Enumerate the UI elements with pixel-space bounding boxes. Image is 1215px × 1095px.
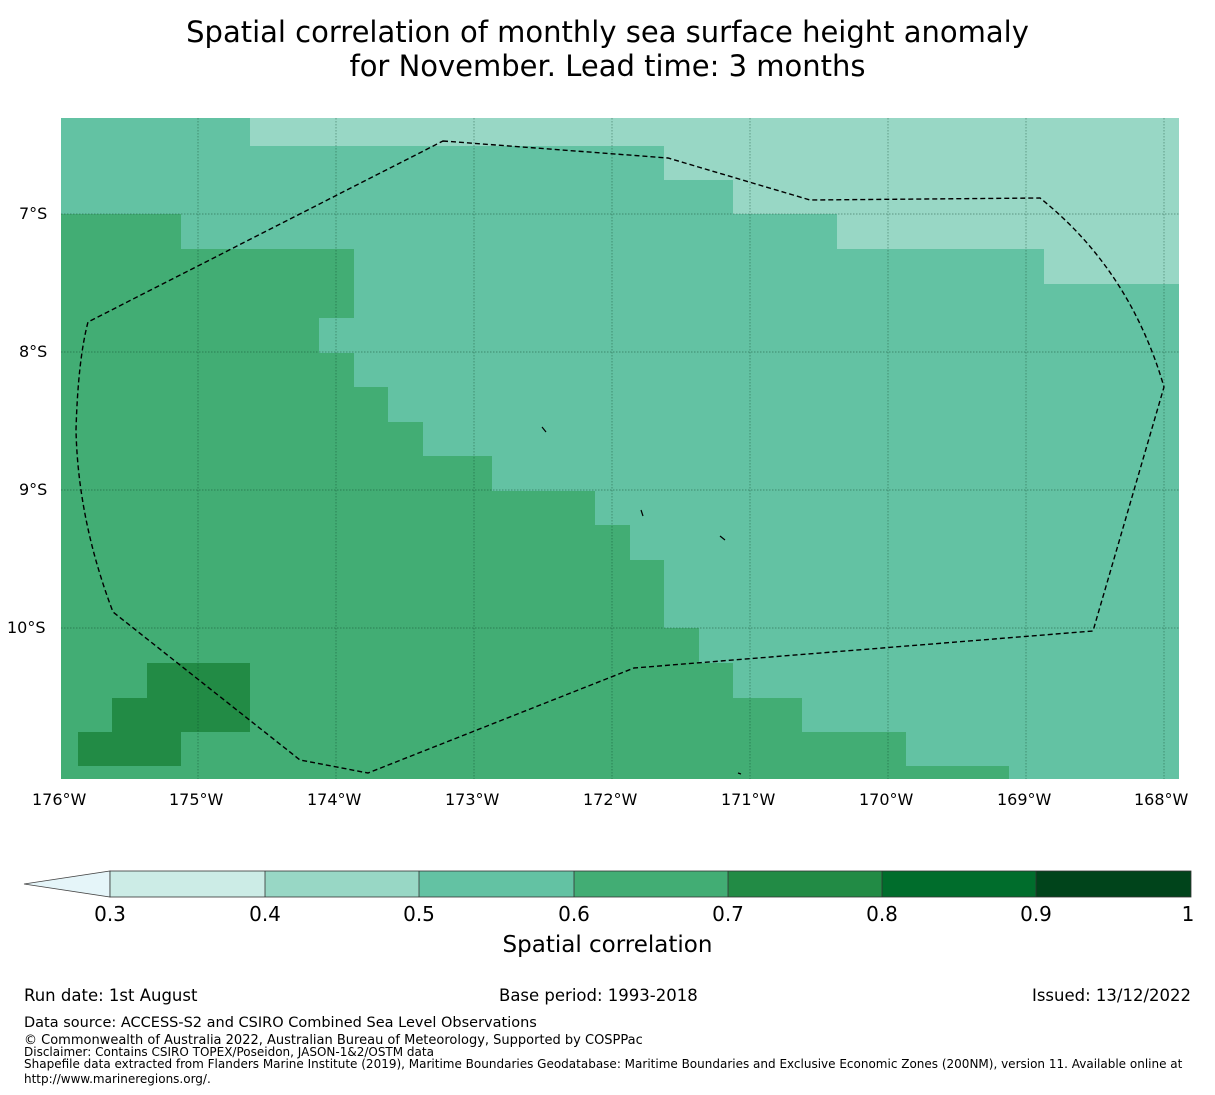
disclaimer: Disclaimer: Contains CSIRO TOPEX/Poseido… [24, 1045, 434, 1059]
lon-label-174w: 174°W [307, 790, 362, 809]
map-gridlines [61, 118, 1179, 779]
colorbar-tick: 1 [1181, 902, 1195, 926]
data-source: Data source: ACCESS-S2 and CSIRO Combine… [24, 1015, 537, 1031]
copyright-notice: © Commonwealth of Australia 2022, Austra… [24, 1033, 643, 1048]
colorbar-tick: 0.8 [866, 902, 898, 926]
colorbar-bin-0.9-1 [1036, 871, 1191, 897]
colorbar-tick: 0.7 [712, 902, 744, 926]
correlation-field-0.4-0.5 [250, 118, 1179, 284]
correlation-field-0.5-0.6 [61, 118, 1179, 779]
colorbar [23, 870, 1192, 898]
map-title-line-1: Spatial correlation of monthly sea surfa… [186, 15, 1029, 49]
colorbar-bin-0.4-0.5 [265, 871, 419, 897]
lon-label-168w: 168°W [1134, 790, 1189, 809]
lon-label-170w: 170°W [859, 790, 914, 809]
colorbar-bin-0.3-0.4 [110, 871, 265, 897]
lon-label-175w: 175°W [169, 790, 224, 809]
lat-label-8s: 8°S [19, 342, 48, 361]
shapefile-credit-line-2: http://www.marineregions.org/. [24, 1072, 211, 1086]
colorbar-under-triangle [23, 870, 111, 898]
issued-date: Issued: 13/12/2022 [1031, 986, 1191, 1005]
lon-label-172w: 172°W [583, 790, 638, 809]
map-title-line-2: for November. Lead time: 3 months [349, 49, 866, 83]
run-date: Run date: 1st August [24, 986, 198, 1005]
colorbar-tick: 0.4 [249, 902, 281, 926]
shapefile-credit-line-1: Shapefile data extracted from Flanders M… [24, 1057, 1183, 1071]
lon-label-169w: 169°W [997, 790, 1052, 809]
colorbar-tick: 0.6 [558, 902, 590, 926]
island-marks [541, 426, 742, 775]
colorbar-bin-0.8-0.9 [882, 871, 1036, 897]
base-period: Base period: 1993-2018 [499, 986, 698, 1005]
colorbar-bin-0.5-0.6 [419, 871, 574, 897]
lon-label-176w: 176°W [32, 790, 87, 809]
lat-label-7s: 7°S [19, 204, 48, 223]
correlation-field-0.7-0.8 [78, 663, 250, 766]
eez-boundary [75, 140, 1165, 774]
lat-label-9s: 9°S [19, 480, 48, 499]
lat-label-10s: 10°S [7, 618, 46, 637]
colorbar-tick: 0.5 [403, 902, 435, 926]
lon-label-171w: 171°W [721, 790, 776, 809]
colorbar-tick: 0.9 [1020, 902, 1052, 926]
colorbar-title: Spatial correlation [502, 932, 713, 958]
lon-label-173w: 173°W [445, 790, 500, 809]
colorbar-tick: 0.3 [94, 902, 126, 926]
colorbar-bin-0.7-0.8 [728, 871, 882, 897]
colorbar-bin-0.6-0.7 [574, 871, 728, 897]
